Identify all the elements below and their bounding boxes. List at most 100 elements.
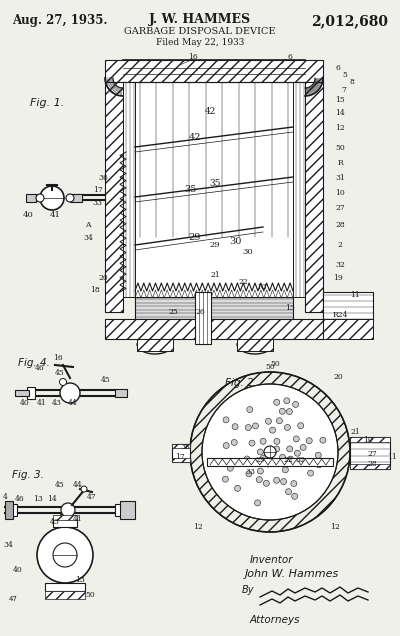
Text: 47: 47: [8, 596, 18, 602]
Text: A: A: [85, 221, 91, 229]
Text: Fig. 1.: Fig. 1.: [30, 98, 64, 108]
Circle shape: [260, 455, 266, 461]
Text: 17: 17: [175, 453, 185, 461]
Text: 20: 20: [98, 274, 108, 282]
Text: 43: 43: [50, 518, 60, 526]
Circle shape: [276, 418, 282, 424]
Circle shape: [280, 454, 286, 460]
Circle shape: [308, 470, 314, 476]
Text: 45: 45: [55, 369, 65, 377]
Bar: [26, 194, 36, 202]
Bar: [15, 390, 29, 396]
Text: 22: 22: [283, 456, 293, 464]
Circle shape: [316, 462, 322, 468]
Text: 44: 44: [68, 399, 78, 407]
Text: 46: 46: [15, 495, 25, 503]
Text: 8: 8: [350, 78, 354, 86]
Text: 40: 40: [23, 211, 33, 219]
Text: 15: 15: [335, 96, 345, 104]
Circle shape: [306, 438, 312, 444]
Circle shape: [257, 449, 263, 455]
Circle shape: [282, 467, 288, 473]
Text: 29: 29: [189, 233, 201, 242]
Text: Filed May 22, 1933: Filed May 22, 1933: [156, 38, 244, 47]
Circle shape: [286, 488, 292, 495]
Circle shape: [246, 471, 252, 477]
Circle shape: [256, 476, 262, 483]
Circle shape: [61, 503, 75, 517]
Circle shape: [320, 437, 326, 443]
Text: 45: 45: [101, 376, 111, 384]
Circle shape: [249, 440, 255, 446]
Text: 35: 35: [184, 184, 196, 193]
Circle shape: [227, 465, 233, 471]
Bar: [323, 319, 373, 339]
Bar: [172, 444, 190, 462]
Text: 6: 6: [336, 64, 340, 72]
Text: 28: 28: [367, 460, 377, 468]
Circle shape: [279, 408, 285, 414]
Text: 2,012,680: 2,012,680: [311, 14, 388, 28]
Text: 29: 29: [210, 241, 220, 249]
Circle shape: [231, 439, 237, 445]
Text: 13: 13: [33, 495, 43, 503]
Bar: [5, 501, 13, 519]
Text: 14: 14: [47, 495, 57, 503]
Circle shape: [292, 494, 298, 499]
Circle shape: [266, 418, 272, 424]
Circle shape: [257, 468, 263, 474]
Circle shape: [287, 446, 293, 452]
Text: 12: 12: [330, 523, 340, 531]
Circle shape: [223, 417, 229, 423]
Circle shape: [264, 446, 276, 458]
Text: 47: 47: [87, 493, 97, 501]
Text: 29: 29: [255, 456, 265, 464]
Bar: [305, 82, 323, 312]
Circle shape: [274, 399, 280, 405]
Circle shape: [66, 194, 74, 202]
Text: 40: 40: [20, 399, 30, 407]
Circle shape: [286, 408, 292, 415]
Text: Aug. 27, 1935.: Aug. 27, 1935.: [12, 14, 108, 27]
Text: 4: 4: [2, 493, 8, 501]
Text: 50: 50: [265, 363, 275, 371]
Bar: [350, 464, 390, 469]
Text: 12: 12: [335, 124, 345, 132]
Circle shape: [291, 481, 297, 487]
Text: 35: 35: [209, 179, 221, 188]
Text: 32: 32: [335, 261, 345, 269]
Text: 10: 10: [363, 436, 373, 444]
Bar: [172, 458, 190, 462]
Circle shape: [244, 456, 250, 462]
Text: Inventor: Inventor: [250, 555, 294, 565]
Bar: [115, 389, 127, 397]
Text: 22: 22: [238, 278, 248, 286]
Text: 42: 42: [189, 132, 201, 141]
Text: 13: 13: [75, 576, 85, 584]
Bar: [115, 504, 127, 516]
Bar: [137, 339, 173, 351]
Text: 36: 36: [98, 174, 108, 182]
Text: 26: 26: [195, 308, 205, 316]
Text: 17: 17: [93, 186, 103, 194]
Circle shape: [252, 423, 258, 429]
Bar: [172, 444, 190, 448]
Text: 7: 7: [342, 86, 346, 94]
Circle shape: [263, 480, 269, 487]
Text: 40: 40: [13, 566, 23, 574]
Bar: [53, 515, 77, 520]
Circle shape: [254, 500, 260, 506]
Text: 19: 19: [333, 274, 343, 282]
Text: 34: 34: [3, 541, 13, 549]
Text: Fig. 2.: Fig. 2.: [225, 378, 257, 388]
Circle shape: [281, 479, 287, 485]
Text: 6: 6: [288, 53, 292, 61]
Bar: [293, 82, 305, 297]
Circle shape: [37, 527, 93, 583]
Text: 30: 30: [229, 237, 241, 247]
Text: R3: R3: [257, 283, 267, 291]
Text: 2: 2: [338, 241, 342, 249]
Text: 43: 43: [52, 399, 62, 407]
Circle shape: [234, 485, 240, 492]
Circle shape: [292, 401, 298, 408]
